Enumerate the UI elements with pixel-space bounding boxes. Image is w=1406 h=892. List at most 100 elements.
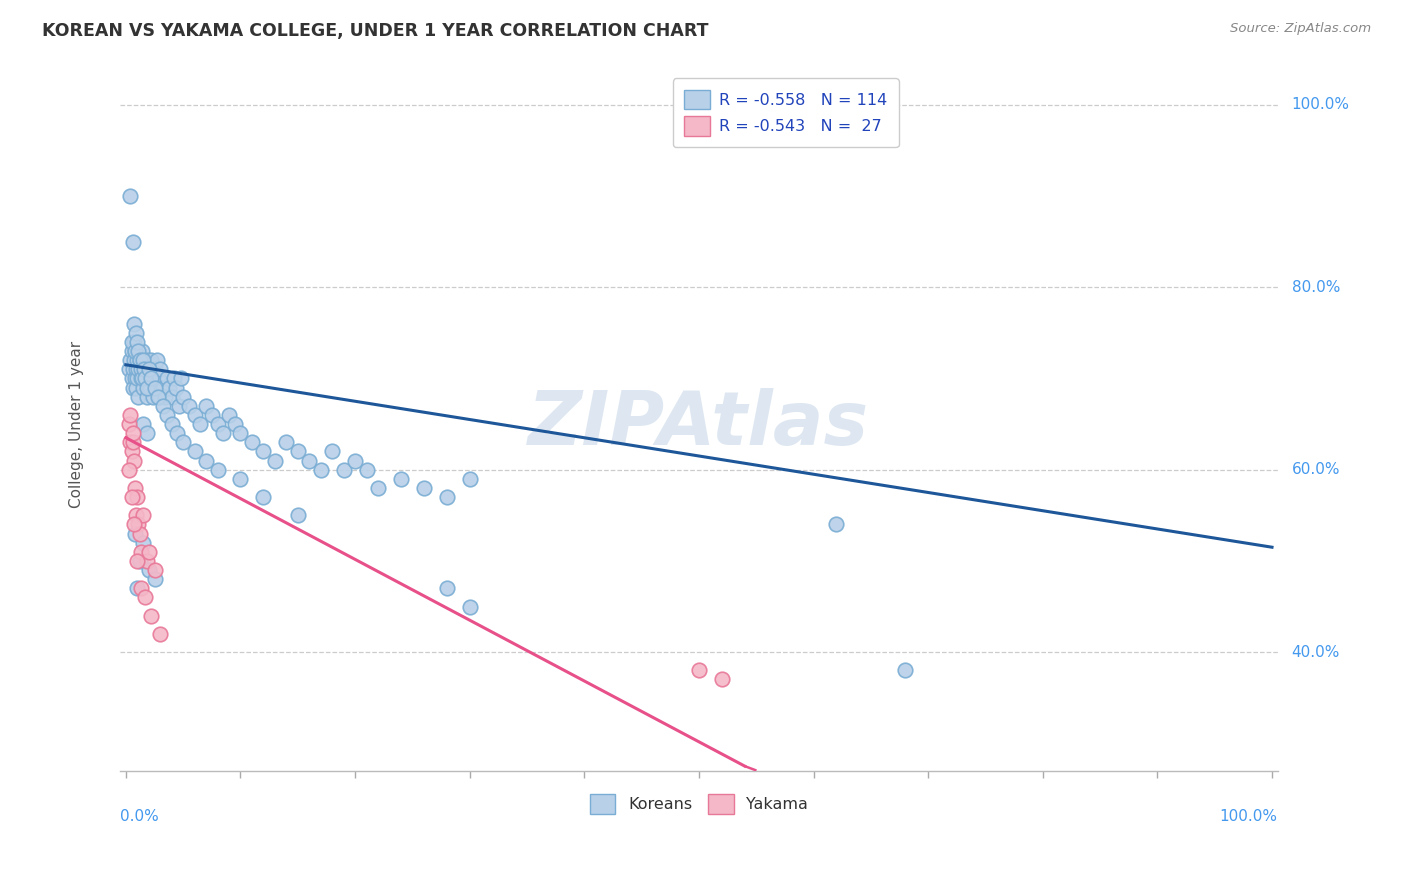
Point <box>127 490 149 504</box>
Point <box>121 381 143 395</box>
Point <box>120 353 142 368</box>
Point <box>135 426 157 441</box>
Point <box>132 381 155 395</box>
Point <box>143 381 166 395</box>
Point <box>127 517 149 532</box>
Point <box>127 554 149 568</box>
Point <box>145 381 167 395</box>
Point <box>146 390 169 404</box>
Point <box>894 664 917 678</box>
Point <box>138 362 160 376</box>
Point <box>134 353 156 368</box>
Point <box>287 508 309 523</box>
Point <box>132 417 155 431</box>
Point <box>224 417 246 431</box>
Point <box>122 317 145 331</box>
Point <box>825 517 848 532</box>
Point <box>125 362 148 376</box>
Point <box>309 463 332 477</box>
Point <box>127 362 149 376</box>
Point <box>121 362 143 376</box>
Point <box>121 334 143 349</box>
Point <box>124 526 146 541</box>
Point <box>124 481 146 495</box>
Point <box>156 408 179 422</box>
Point <box>252 490 274 504</box>
Point <box>142 390 165 404</box>
Point <box>122 517 145 532</box>
Point <box>122 353 145 368</box>
Point <box>118 417 141 431</box>
Point <box>195 453 218 467</box>
Point <box>138 362 160 376</box>
Point <box>121 490 143 504</box>
Text: 60.0%: 60.0% <box>1292 462 1340 477</box>
Point <box>120 408 142 422</box>
Point <box>170 371 193 385</box>
Point <box>141 371 163 385</box>
Point <box>229 472 252 486</box>
Text: 40.0%: 40.0% <box>1292 645 1340 659</box>
Point <box>127 581 149 595</box>
Point <box>139 371 162 385</box>
Legend: Koreans, Yakama: Koreans, Yakama <box>582 786 817 822</box>
Point <box>127 390 149 404</box>
Point <box>159 381 181 395</box>
Point <box>218 408 240 422</box>
Point <box>149 627 172 641</box>
Point <box>139 608 162 623</box>
Point <box>124 371 146 385</box>
Point <box>172 390 194 404</box>
Point <box>124 344 146 359</box>
Point <box>367 481 389 495</box>
Point <box>252 444 274 458</box>
Point <box>183 408 205 422</box>
Point <box>125 326 148 340</box>
Point <box>143 563 166 577</box>
Point <box>134 371 156 385</box>
Point <box>121 235 143 249</box>
Text: Source: ZipAtlas.com: Source: ZipAtlas.com <box>1230 22 1371 36</box>
Text: 100.0%: 100.0% <box>1220 809 1278 824</box>
Point <box>298 453 321 467</box>
Point <box>389 472 412 486</box>
Point <box>143 362 166 376</box>
Point <box>163 371 186 385</box>
Point <box>412 481 434 495</box>
Point <box>127 334 149 349</box>
Point <box>212 426 235 441</box>
Point <box>129 371 152 385</box>
Point <box>148 390 170 404</box>
Point <box>121 371 143 385</box>
Point <box>134 591 156 605</box>
Point <box>132 535 155 549</box>
Point <box>152 399 174 413</box>
Text: 100.0%: 100.0% <box>1292 97 1350 112</box>
Point <box>264 453 287 467</box>
Point <box>132 508 155 523</box>
Point <box>688 664 710 678</box>
Point <box>121 426 143 441</box>
Text: 0.0%: 0.0% <box>120 809 159 824</box>
Point <box>344 453 367 467</box>
Point <box>132 362 155 376</box>
Point <box>276 435 298 450</box>
Point <box>127 353 149 368</box>
Point <box>458 599 481 614</box>
Point <box>153 390 176 404</box>
Point <box>131 371 153 385</box>
Point <box>436 490 458 504</box>
Point <box>129 362 152 376</box>
Text: KOREAN VS YAKAMA COLLEGE, UNDER 1 YEAR CORRELATION CHART: KOREAN VS YAKAMA COLLEGE, UNDER 1 YEAR C… <box>42 22 709 40</box>
Point <box>131 344 153 359</box>
Point <box>240 435 263 450</box>
Point <box>122 453 145 467</box>
Point <box>121 444 143 458</box>
Point <box>134 371 156 385</box>
Point <box>139 353 162 368</box>
Point <box>118 463 141 477</box>
Point <box>122 334 145 349</box>
Point <box>121 344 143 359</box>
Point <box>152 381 174 395</box>
Point <box>121 435 143 450</box>
